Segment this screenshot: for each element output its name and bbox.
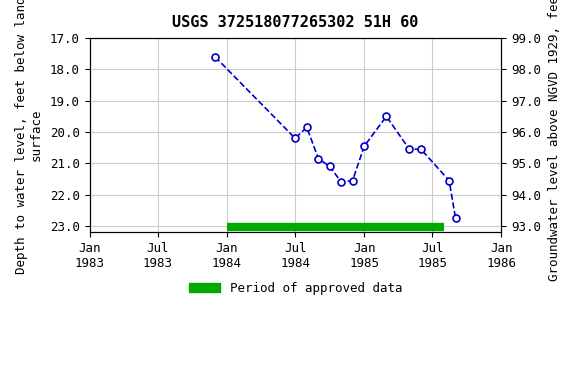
Y-axis label: Groundwater level above NGVD 1929, feet: Groundwater level above NGVD 1929, feet [548,0,561,281]
Legend: Period of approved data: Period of approved data [184,276,407,300]
Title: USGS 372518077265302 51H 60: USGS 372518077265302 51H 60 [172,15,419,30]
Y-axis label: Depth to water level, feet below land
surface: Depth to water level, feet below land su… [15,0,43,274]
